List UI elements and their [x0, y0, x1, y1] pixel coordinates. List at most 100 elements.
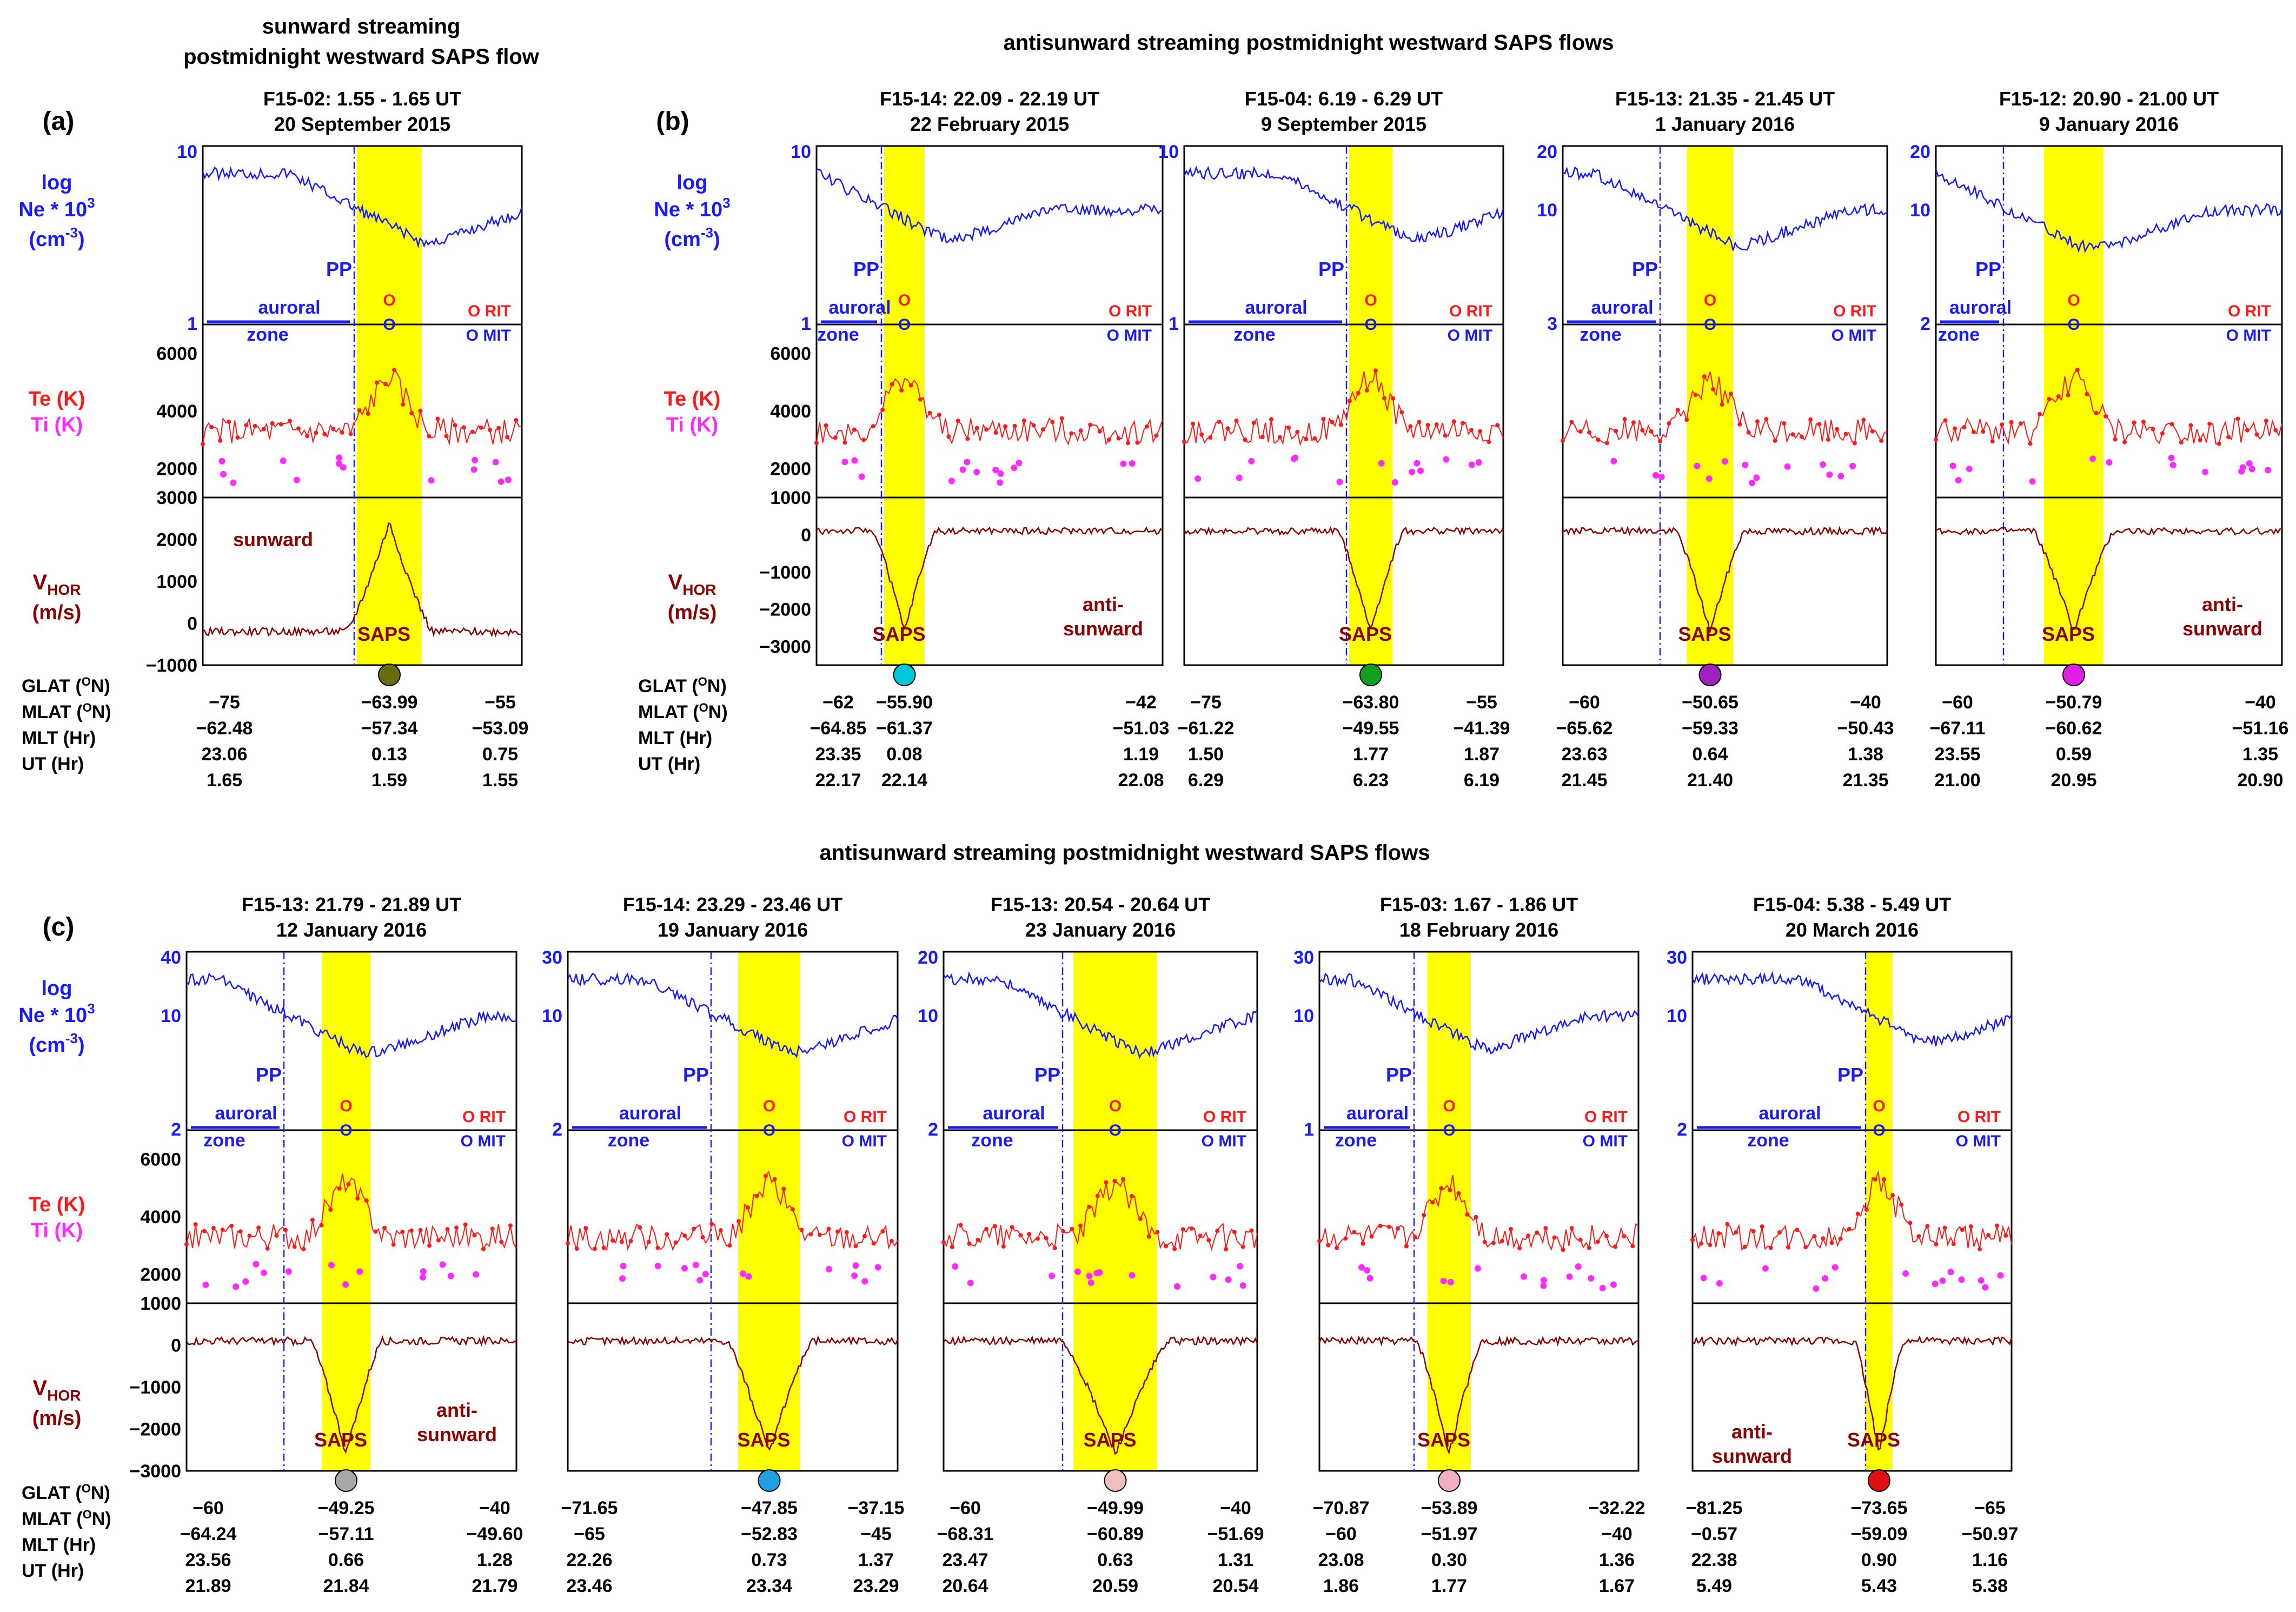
ti-point	[1358, 1264, 1365, 1271]
ut-values: 21.84	[323, 1576, 369, 1596]
ti-point	[1978, 1277, 1985, 1284]
te-point	[1746, 430, 1751, 435]
te-point	[202, 1229, 207, 1233]
te-point	[488, 428, 492, 433]
ti-point	[1290, 455, 1297, 462]
te-tick: 6000	[140, 1149, 181, 1170]
te-point	[1725, 1222, 1730, 1226]
log-label: log	[42, 977, 72, 1000]
vhor-trace	[943, 1335, 1258, 1455]
te-trace	[1562, 371, 1888, 445]
glat-values: −60	[1569, 692, 1600, 713]
te-point	[2056, 394, 2061, 399]
ti-point	[692, 1261, 699, 1268]
te-point	[1614, 429, 1618, 434]
te-point	[1451, 419, 1456, 424]
ne-unit-exponent: -3	[701, 224, 713, 241]
ut-values: 1.55	[482, 770, 518, 791]
te-point	[772, 1177, 777, 1182]
te-point	[454, 1225, 459, 1230]
mlat-values: −50.43	[1837, 718, 1894, 739]
degree-sup: O	[83, 701, 92, 714]
ti-point	[852, 1262, 859, 1269]
panel-c4: F15-03: 1.67 - 1.86 UT 18 February 2016 30…	[1293, 893, 1645, 1596]
section-a-title-line1: sunward streaming	[262, 15, 461, 38]
ti-point	[851, 457, 858, 464]
mlat-values: −61.22	[1178, 718, 1235, 739]
degree-sup: O	[82, 1482, 91, 1495]
panel-frame	[1318, 951, 1640, 1472]
ti-point	[1447, 1278, 1454, 1285]
te-point	[1604, 1233, 1609, 1238]
te-point	[1189, 1226, 1194, 1231]
mlt-values: 22.38	[1691, 1550, 1737, 1570]
ut-values: 5.49	[1696, 1576, 1732, 1596]
te-point	[1943, 418, 1948, 423]
ti-point	[967, 1279, 974, 1286]
ti-point	[497, 478, 505, 485]
te-point	[2169, 422, 2174, 427]
ne-trace	[1691, 971, 2013, 1046]
mit-legend: O MIT	[1448, 327, 1492, 344]
ut-values: 23.46	[566, 1576, 612, 1596]
te-point	[1095, 1193, 1100, 1198]
mit-marker: O	[383, 316, 395, 334]
ti-point	[2029, 478, 2036, 485]
ti-point	[1762, 1265, 1769, 1272]
ti-point	[2168, 454, 2175, 461]
te-point	[1312, 436, 1317, 441]
ut-values: 21.00	[1934, 770, 1980, 791]
te-point	[1417, 420, 1422, 424]
te-point	[1326, 1243, 1331, 1248]
te-point	[611, 1238, 615, 1243]
te-point	[490, 1226, 495, 1231]
v-tick: −3000	[130, 1461, 182, 1482]
glat-values: −71.65	[561, 1498, 618, 1518]
mlt-values: 1.36	[1599, 1550, 1635, 1570]
ti-point	[1074, 1268, 1081, 1275]
ti-point	[1366, 1275, 1373, 1282]
te-point	[1764, 417, 1769, 422]
ti-point	[2169, 462, 2176, 469]
te-trace	[567, 1170, 898, 1251]
te-point	[1154, 433, 1159, 438]
te-point	[1425, 423, 1430, 428]
mlat-values: −53.09	[472, 718, 529, 739]
ut-values: 22.17	[815, 770, 861, 791]
te-point	[211, 1225, 216, 1230]
te-point	[496, 426, 501, 430]
te-point	[1022, 418, 1026, 423]
ne-tick-top: 10	[177, 142, 197, 162]
te-point	[2009, 420, 2014, 424]
ti-point	[1610, 1281, 1617, 1288]
te-point	[1347, 399, 1352, 403]
mit-legend: O MIT	[466, 327, 511, 344]
te-point	[253, 423, 257, 428]
te-trace	[186, 1173, 517, 1251]
zone-label: zone	[1580, 324, 1621, 345]
mit-marker: O	[340, 1122, 352, 1139]
ti-point	[992, 466, 999, 473]
te-point	[1631, 420, 1636, 425]
ti-point	[1966, 465, 1973, 472]
te-point	[824, 423, 828, 428]
vhor-subscript: HOR	[682, 581, 716, 598]
te-point	[1838, 1236, 1843, 1241]
rit-marker: O	[763, 1097, 775, 1115]
panel-frame	[1183, 145, 1504, 666]
te-point	[400, 1229, 405, 1234]
glat-values: −63.80	[1343, 692, 1399, 713]
ne-trace	[567, 972, 899, 1058]
te-point	[861, 437, 866, 442]
te-point	[265, 1246, 270, 1251]
ti-point	[1468, 461, 1475, 468]
te-point	[871, 424, 875, 429]
v-tick: 0	[187, 614, 197, 634]
panel-title: F15-04: 5.38 - 5.49 UT	[1753, 893, 1951, 916]
ti-point	[1443, 456, 1450, 463]
te-point	[1112, 1178, 1117, 1183]
ti-point	[1652, 472, 1659, 479]
panel-frame	[567, 951, 899, 1472]
label-end: N)	[708, 702, 728, 722]
ti-point	[470, 466, 477, 473]
